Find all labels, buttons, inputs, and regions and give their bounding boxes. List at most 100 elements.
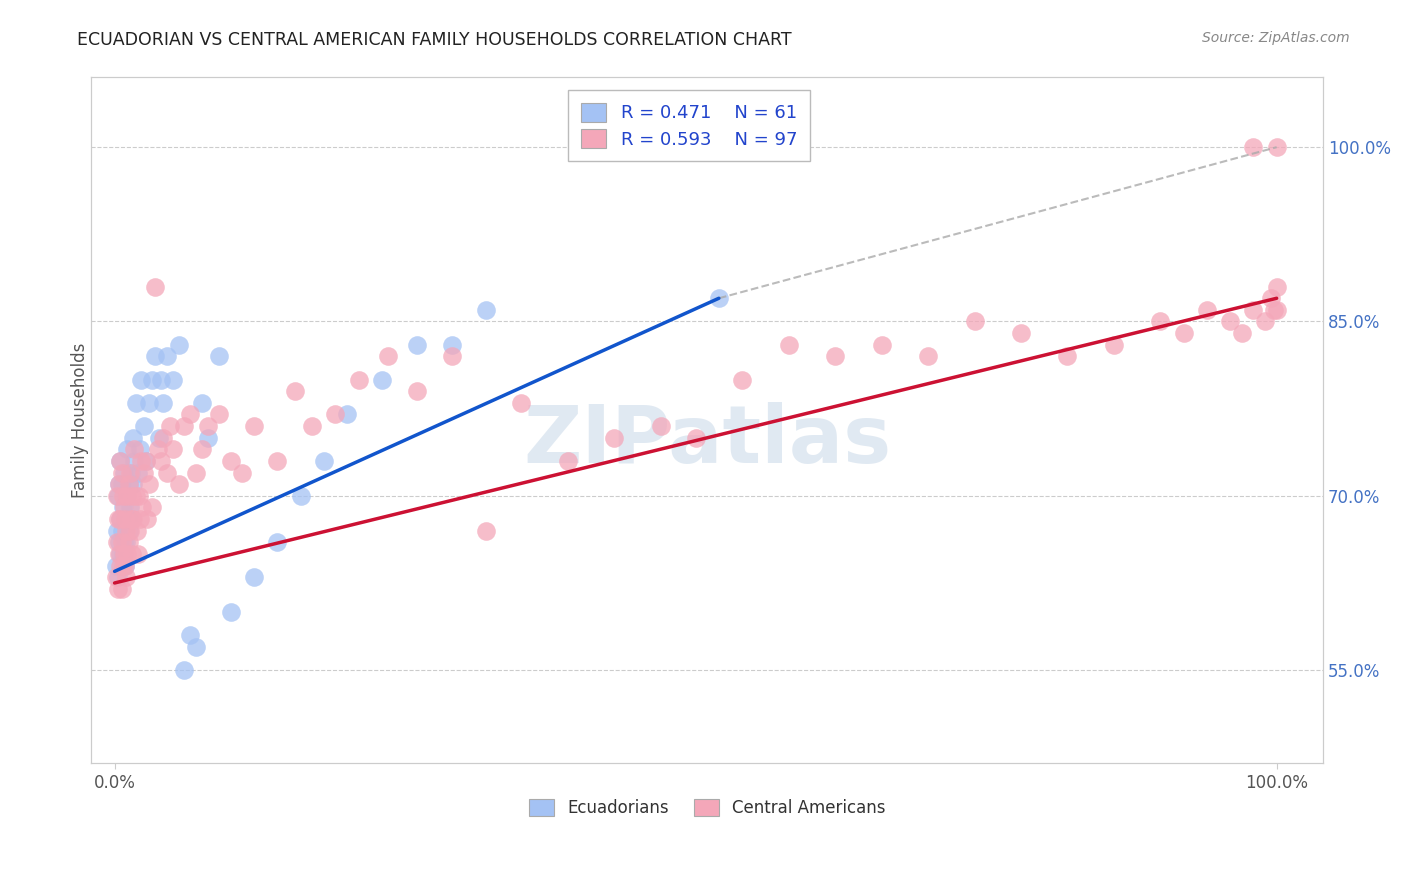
Point bbox=[121, 512, 143, 526]
Point bbox=[347, 373, 370, 387]
Point bbox=[685, 431, 707, 445]
Point bbox=[114, 558, 136, 573]
Point bbox=[336, 408, 359, 422]
Point bbox=[1265, 279, 1288, 293]
Point bbox=[110, 582, 132, 596]
Point bbox=[475, 302, 498, 317]
Point bbox=[1219, 314, 1241, 328]
Point bbox=[301, 419, 323, 434]
Point bbox=[440, 337, 463, 351]
Point bbox=[111, 489, 134, 503]
Point bbox=[190, 442, 212, 457]
Point bbox=[650, 419, 672, 434]
Point bbox=[162, 373, 184, 387]
Point bbox=[1195, 302, 1218, 317]
Point bbox=[114, 512, 136, 526]
Point bbox=[124, 454, 146, 468]
Point bbox=[122, 431, 145, 445]
Point bbox=[377, 350, 399, 364]
Point bbox=[112, 466, 135, 480]
Point bbox=[112, 500, 135, 515]
Point bbox=[1241, 302, 1264, 317]
Point bbox=[110, 512, 132, 526]
Point bbox=[152, 396, 174, 410]
Point bbox=[117, 547, 139, 561]
Point bbox=[108, 547, 131, 561]
Point bbox=[117, 535, 139, 549]
Point bbox=[184, 640, 207, 654]
Text: ECUADORIAN VS CENTRAL AMERICAN FAMILY HOUSEHOLDS CORRELATION CHART: ECUADORIAN VS CENTRAL AMERICAN FAMILY HO… bbox=[77, 31, 792, 49]
Point bbox=[440, 350, 463, 364]
Point bbox=[731, 373, 754, 387]
Point bbox=[1010, 326, 1032, 340]
Point bbox=[124, 442, 146, 457]
Point bbox=[114, 558, 136, 573]
Y-axis label: Family Households: Family Households bbox=[72, 343, 89, 498]
Point bbox=[118, 524, 141, 538]
Point bbox=[131, 454, 153, 468]
Point bbox=[475, 524, 498, 538]
Point bbox=[136, 512, 159, 526]
Point bbox=[1254, 314, 1277, 328]
Point bbox=[138, 477, 160, 491]
Point bbox=[110, 466, 132, 480]
Point bbox=[127, 466, 149, 480]
Point bbox=[1149, 314, 1171, 328]
Point bbox=[115, 570, 138, 584]
Point bbox=[870, 337, 893, 351]
Point bbox=[1265, 140, 1288, 154]
Point bbox=[284, 384, 307, 399]
Point bbox=[117, 489, 139, 503]
Point bbox=[104, 558, 127, 573]
Point bbox=[117, 442, 139, 457]
Point bbox=[219, 454, 242, 468]
Point bbox=[121, 547, 143, 561]
Point bbox=[104, 570, 127, 584]
Point bbox=[135, 454, 157, 468]
Point bbox=[131, 500, 153, 515]
Point bbox=[112, 535, 135, 549]
Point bbox=[405, 337, 427, 351]
Point bbox=[107, 570, 129, 584]
Point bbox=[138, 396, 160, 410]
Point bbox=[1241, 140, 1264, 154]
Point bbox=[243, 570, 266, 584]
Point bbox=[243, 419, 266, 434]
Point bbox=[121, 489, 143, 503]
Point bbox=[143, 350, 166, 364]
Point bbox=[150, 454, 173, 468]
Point bbox=[129, 512, 152, 526]
Point bbox=[110, 454, 132, 468]
Point bbox=[148, 431, 170, 445]
Point bbox=[118, 466, 141, 480]
Point bbox=[131, 373, 153, 387]
Point bbox=[105, 489, 128, 503]
Legend: Ecuadorians, Central Americans: Ecuadorians, Central Americans bbox=[522, 792, 893, 823]
Point bbox=[143, 279, 166, 293]
Text: ZIPatlas: ZIPatlas bbox=[523, 402, 891, 480]
Point bbox=[117, 524, 139, 538]
Point bbox=[105, 524, 128, 538]
Point bbox=[108, 535, 131, 549]
Point bbox=[156, 466, 179, 480]
Point bbox=[778, 337, 800, 351]
Point bbox=[917, 350, 939, 364]
Point bbox=[179, 628, 201, 642]
Point bbox=[111, 500, 134, 515]
Point bbox=[110, 512, 132, 526]
Point bbox=[219, 605, 242, 619]
Point bbox=[118, 500, 141, 515]
Point bbox=[1102, 337, 1125, 351]
Point bbox=[290, 489, 312, 503]
Point bbox=[132, 419, 155, 434]
Point bbox=[963, 314, 986, 328]
Point bbox=[125, 524, 148, 538]
Point bbox=[110, 558, 132, 573]
Point bbox=[371, 373, 394, 387]
Point bbox=[127, 547, 149, 561]
Point bbox=[231, 466, 253, 480]
Point bbox=[266, 535, 288, 549]
Point bbox=[557, 454, 579, 468]
Point bbox=[156, 350, 179, 364]
Text: Source: ZipAtlas.com: Source: ZipAtlas.com bbox=[1202, 31, 1350, 45]
